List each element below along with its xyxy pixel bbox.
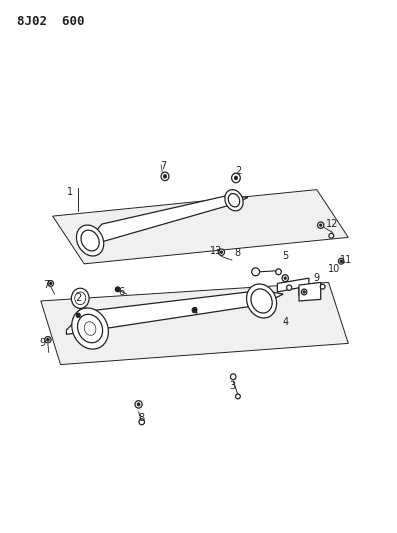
Polygon shape: [299, 282, 321, 301]
Ellipse shape: [339, 259, 344, 264]
Ellipse shape: [71, 288, 89, 309]
Text: 5: 5: [282, 251, 288, 261]
Text: 9: 9: [314, 273, 320, 283]
Text: 13: 13: [210, 246, 222, 256]
Text: 4: 4: [282, 317, 288, 327]
Text: 1: 1: [67, 187, 73, 197]
Ellipse shape: [230, 374, 236, 379]
Ellipse shape: [228, 193, 240, 207]
Ellipse shape: [76, 313, 80, 317]
Ellipse shape: [161, 172, 169, 181]
Ellipse shape: [235, 176, 237, 180]
Ellipse shape: [231, 173, 240, 183]
Ellipse shape: [284, 277, 286, 279]
Ellipse shape: [45, 336, 51, 343]
Ellipse shape: [75, 292, 86, 305]
Ellipse shape: [340, 260, 342, 262]
Ellipse shape: [303, 291, 305, 293]
Ellipse shape: [320, 224, 322, 226]
Ellipse shape: [48, 280, 54, 286]
Ellipse shape: [50, 282, 52, 285]
Ellipse shape: [220, 251, 222, 253]
Ellipse shape: [235, 394, 240, 399]
Polygon shape: [278, 278, 309, 296]
Ellipse shape: [247, 284, 277, 318]
Text: 8: 8: [138, 413, 145, 423]
Text: 2: 2: [235, 166, 241, 176]
Ellipse shape: [47, 338, 49, 341]
Text: 9: 9: [40, 338, 46, 349]
Text: 10: 10: [328, 264, 341, 274]
Ellipse shape: [282, 274, 288, 281]
Polygon shape: [41, 282, 348, 365]
Ellipse shape: [192, 308, 197, 312]
Ellipse shape: [251, 289, 272, 313]
Ellipse shape: [318, 222, 324, 228]
Ellipse shape: [218, 249, 225, 255]
Ellipse shape: [329, 233, 334, 238]
Polygon shape: [66, 290, 283, 334]
Ellipse shape: [139, 419, 145, 425]
Ellipse shape: [225, 190, 243, 211]
Ellipse shape: [276, 269, 281, 274]
Ellipse shape: [135, 401, 142, 408]
Text: 7: 7: [44, 280, 50, 290]
Ellipse shape: [115, 287, 120, 292]
Text: 8: 8: [235, 248, 241, 259]
Ellipse shape: [287, 285, 292, 290]
Polygon shape: [53, 190, 348, 264]
Ellipse shape: [77, 225, 104, 256]
Polygon shape: [86, 195, 248, 246]
Ellipse shape: [72, 308, 108, 349]
Text: 7: 7: [160, 161, 166, 171]
Ellipse shape: [137, 403, 140, 406]
Ellipse shape: [84, 322, 96, 335]
Ellipse shape: [77, 314, 103, 343]
Ellipse shape: [164, 175, 166, 178]
Text: 4: 4: [191, 306, 198, 317]
Ellipse shape: [252, 268, 260, 276]
Ellipse shape: [301, 289, 307, 295]
Text: 2: 2: [75, 293, 81, 303]
Text: 11: 11: [340, 255, 353, 264]
Ellipse shape: [81, 230, 99, 251]
Text: 12: 12: [326, 219, 339, 229]
Text: 8J02  600: 8J02 600: [17, 14, 85, 28]
Text: 6: 6: [119, 287, 125, 297]
Ellipse shape: [320, 284, 325, 289]
Text: 3: 3: [229, 381, 235, 391]
